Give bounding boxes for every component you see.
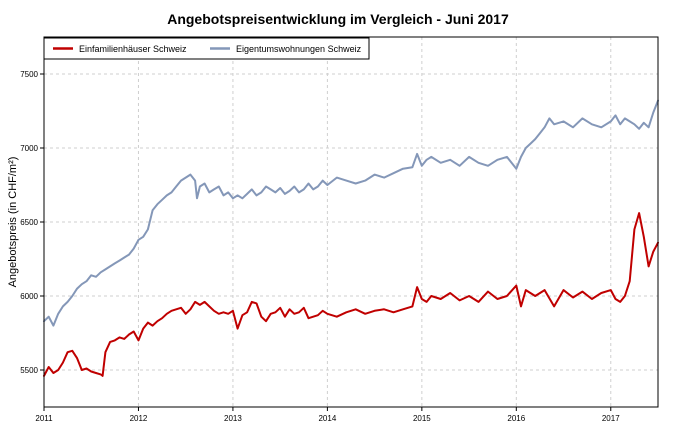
x-tick-label: 2012 [130,414,148,423]
legend-label-einfamilienhaeuser: Einfamilienhäuser Schweiz [79,44,187,54]
series-line-einfamilienhaeuser [43,212,659,377]
chart-title: Angebotspreisentwicklung im Vergleich - … [167,11,509,27]
x-tick-label: 2017 [602,414,620,423]
legend-box [43,37,370,60]
y-axis: 5500 6000 6500 7000 7500 [20,70,44,375]
x-axis: 2011 2012 2013 2014 2015 2016 2017 [35,407,620,423]
x-tick-label: 2016 [507,414,525,423]
x-tick-label: 2015 [413,414,431,423]
series-line-eigentumswohnungen [43,99,659,327]
legend: Einfamilienhäuser Schweiz Eigentumswohnu… [43,37,370,60]
y-axis-title: Angebotspreis (in CHF/m²) [7,157,19,288]
y-tick-label: 7500 [20,70,38,79]
legend-label-eigentumswohnungen: Eigentumswohnungen Schweiz [236,44,362,54]
x-tick-label: 2011 [35,414,53,423]
y-tick-label: 6500 [20,218,38,227]
x-tick-label: 2013 [224,414,242,423]
gridlines [44,37,658,407]
y-tick-label: 6000 [20,292,38,301]
y-tick-label: 5500 [20,366,38,375]
y-tick-label: 7000 [20,144,38,153]
x-tick-label: 2014 [318,414,336,423]
series-lines [43,99,659,377]
